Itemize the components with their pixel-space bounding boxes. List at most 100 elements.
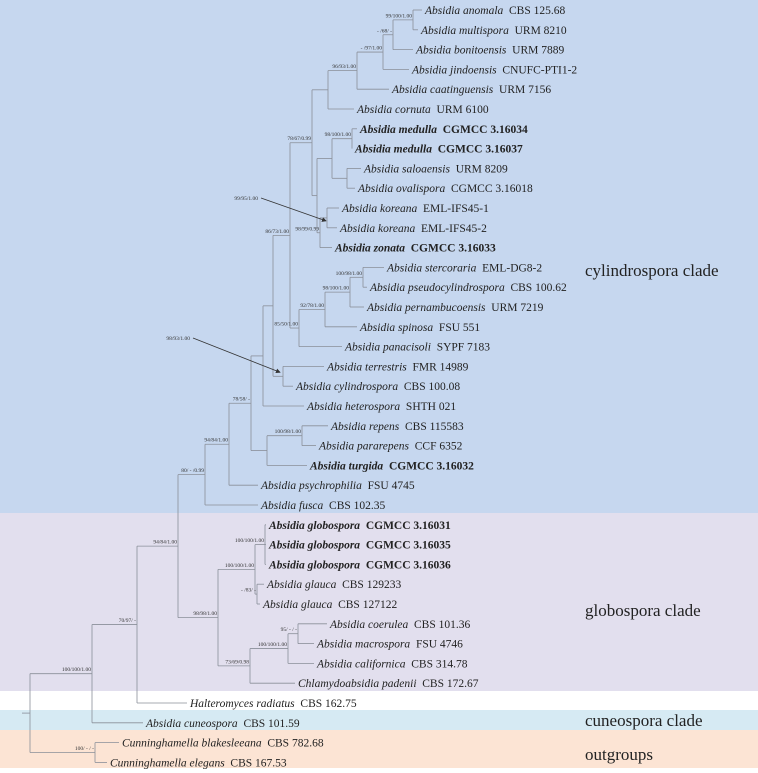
taxon-label: Absidia cuneospora CBS 101.59 (145, 718, 300, 730)
strain-id: CNUFC-PTI1-2 (502, 64, 577, 76)
species-name: Absidia bonitoensis (415, 45, 507, 57)
support-value: 100/100/1.00 (235, 538, 264, 544)
species-name: Absidia californica (316, 658, 406, 670)
species-name: Absidia zonata (334, 243, 405, 255)
taxon-label: Absidia globospora CGMCC 3.16031 (268, 520, 451, 532)
strain-id: CGMCC 3.16037 (438, 144, 523, 156)
taxon-label: Absidia spinosa FSU 551 (359, 322, 480, 334)
taxon-label: Absidia repens CBS 115583 (330, 421, 464, 433)
taxon-label: Absidia fusca CBS 102.35 (260, 500, 386, 512)
support-value: 98/98/1.00 (193, 611, 217, 617)
tree-branches (22, 9, 422, 763)
species-name: Absidia multispora (420, 25, 509, 37)
support-value: 85/50/1.00 (274, 322, 298, 328)
strain-id: CBS 167.53 (230, 757, 286, 769)
taxon-label: Absidia heterospora SHTH 021 (306, 401, 456, 413)
strain-id: CGMCC 3.16036 (366, 559, 451, 571)
strain-id: EML-IFS45-2 (421, 223, 487, 235)
taxon-label: Absidia multispora URM 8210 (420, 25, 567, 37)
taxon-label: Absidia pernambucoensis URM 7219 (366, 302, 544, 314)
strain-id: CBS 102.35 (329, 500, 385, 512)
species-name: Absidia koreana (339, 223, 416, 235)
species-name: Absidia globospora (268, 540, 360, 552)
strain-id: CGMCC 3.16034 (443, 124, 528, 136)
support-value: - /68/ - (377, 28, 392, 34)
strain-id: CBS 314.78 (411, 658, 467, 670)
clade-label-globospora: globospora clade (585, 601, 701, 620)
strain-id: CBS 115583 (405, 421, 464, 433)
taxon-label: Chlamydoabsidia padenii CBS 172.67 (298, 678, 479, 690)
support-value: - /97/1.00 (361, 46, 383, 52)
strain-id: SHTH 021 (406, 401, 456, 413)
strain-id: CBS 129233 (342, 579, 401, 591)
taxon-label: Halteromyces radiatus CBS 162.75 (189, 698, 357, 710)
cuneospora-clade-band (0, 710, 758, 730)
strain-id: CBS 127122 (338, 599, 397, 611)
taxon-label: Absidia koreana EML-IFS45-2 (339, 223, 487, 235)
strain-id: CBS 101.36 (414, 619, 470, 631)
species-name: Absidia caatinguensis (391, 84, 494, 96)
support-value: 94/84/1.00 (204, 438, 228, 444)
taxon-label: Absidia bonitoensis URM 7889 (415, 45, 564, 57)
species-name: Absidia globospora (268, 520, 360, 532)
strain-id: CGMCC 3.16018 (451, 183, 533, 195)
cylindrospora-clade-band (0, 0, 758, 513)
support-value: 86/73/1.00 (265, 229, 289, 235)
strain-id: CBS 101.59 (243, 718, 299, 730)
strain-id: CGMCC 3.16033 (411, 243, 496, 255)
species-name: Halteromyces radiatus (189, 698, 295, 710)
strain-id: URM 7889 (512, 45, 564, 57)
strain-id: CBS 125.68 (509, 5, 565, 17)
species-name: Cunninghamella blakesleeana (122, 738, 262, 750)
taxon-label: Absidia panacisoli SYPF 7183 (344, 342, 490, 354)
taxon-label: Absidia pseudocylindrospora CBS 100.62 (369, 282, 567, 294)
strain-id: CBS 782.68 (267, 738, 323, 750)
taxon-label: Cunninghamella elegans CBS 167.53 (110, 757, 287, 769)
taxon-label: Absidia stercoraria EML-DG8-2 (386, 262, 542, 274)
strain-id: URM 6100 (437, 104, 489, 116)
taxon-labels: Absidia anomala CBS 125.68 Absidia multis… (110, 5, 577, 769)
species-name: Absidia saloaensis (363, 163, 450, 175)
support-value: 98/100/1.00 (323, 286, 350, 292)
strain-id: CBS 100.62 (510, 282, 566, 294)
taxon-label: Absidia caatinguensis URM 7156 (391, 84, 551, 96)
support-value: 100/100/1.00 (258, 642, 287, 648)
species-name: Absidia fusca (260, 500, 324, 512)
species-name: Absidia repens (330, 421, 400, 433)
support-value: 96/93/1.00 (332, 64, 356, 70)
taxon-label: Absidia macrospora FSU 4746 (316, 639, 463, 651)
taxon-label: Absidia cylindrospora CBS 100.08 (295, 381, 460, 393)
species-name: Absidia glauca (262, 599, 333, 611)
strain-id: EML-IFS45-1 (423, 203, 489, 215)
strain-id: CBS 172.67 (422, 678, 478, 690)
taxon-label: Absidia saloaensis URM 8209 (363, 163, 508, 175)
support-value: 100/98/1.00 (275, 429, 302, 435)
taxon-label: Absidia anomala CBS 125.68 (424, 5, 566, 17)
species-name: Absidia coerulea (329, 619, 408, 631)
clade-label-outgroups: outgroups (585, 745, 653, 764)
taxon-label: Absidia globospora CGMCC 3.16035 (268, 540, 451, 552)
species-name: Absidia medulla (354, 144, 432, 156)
taxon-label: Cunninghamella blakesleeana CBS 782.68 (122, 738, 324, 750)
support-value: 94/84/1.00 (153, 540, 177, 546)
clade-label-cuneospora: cuneospora clade (585, 711, 703, 730)
strain-id: URM 7219 (491, 302, 543, 314)
taxon-label: Absidia cornuta URM 6100 (356, 104, 489, 116)
species-name: Absidia macrospora (316, 639, 410, 651)
species-name: Absidia turgida (309, 460, 383, 472)
strain-id: URM 8210 (515, 25, 567, 37)
taxon-label: Absidia psychrophilia FSU 4745 (260, 480, 415, 492)
support-value: 98/93/1.00 (166, 336, 190, 342)
species-name: Cunninghamella elegans (110, 757, 225, 769)
support-value: 95/ - / - (281, 627, 298, 633)
strain-id: URM 8209 (456, 163, 508, 175)
support-value: 100/ - / - (75, 746, 94, 752)
strain-id: FMR 14989 (413, 361, 469, 373)
support-value: 99/100/1.00 (386, 13, 413, 19)
taxon-label: Absidia californica CBS 314.78 (316, 658, 468, 670)
species-name: Absidia cornuta (356, 104, 431, 116)
support-value: 80/ - /0.99 (181, 468, 204, 474)
taxon-label: Absidia medulla CGMCC 3.16034 (359, 124, 528, 136)
species-name: Absidia terrestris (326, 361, 407, 373)
